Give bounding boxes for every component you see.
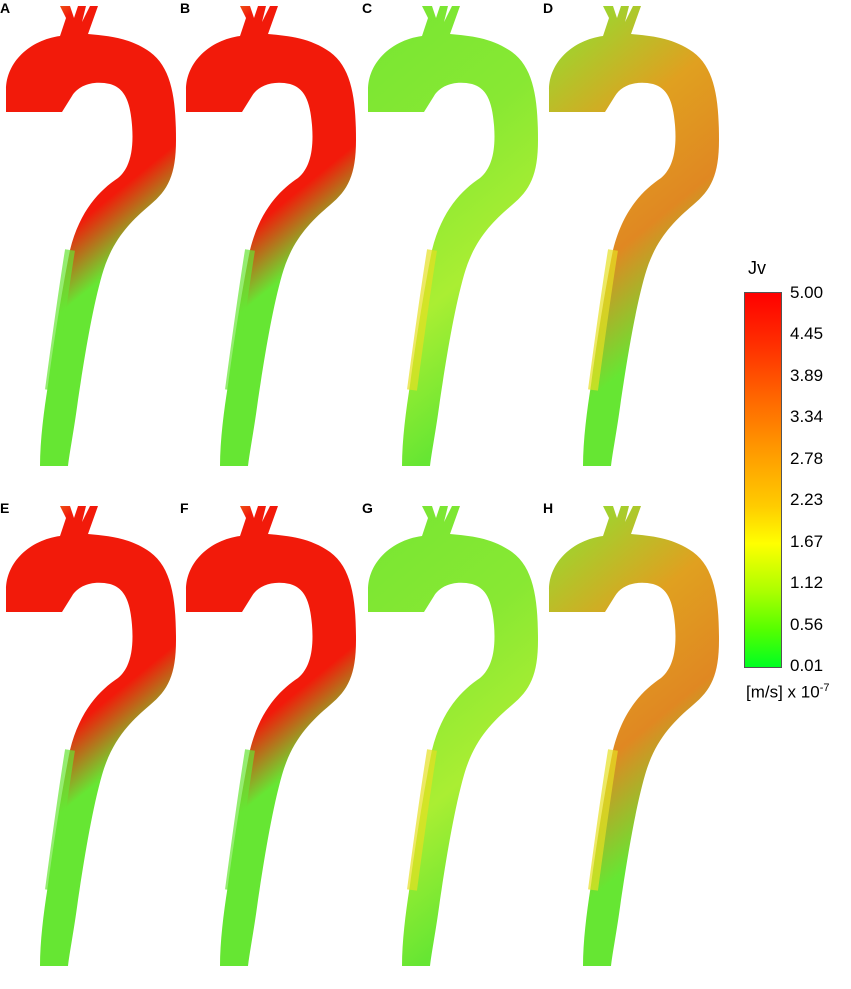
aorta-shape <box>549 506 719 966</box>
panel-a: A <box>0 0 180 480</box>
panel-label: H <box>543 500 554 516</box>
aorta-map <box>549 6 719 466</box>
colorbar-tick: 5.00 <box>790 283 824 302</box>
colorbar-tick: 4.45 <box>790 324 824 343</box>
aorta-map <box>186 6 356 466</box>
colorbar-tick: 2.23 <box>790 490 824 509</box>
panel-label: B <box>180 0 191 16</box>
aorta-shape <box>549 6 719 466</box>
colorbar-tick: 0.56 <box>790 615 824 634</box>
aorta-map <box>368 6 538 466</box>
aorta-map <box>6 506 176 966</box>
panel-h: H <box>543 500 723 980</box>
aorta-shape <box>368 506 538 966</box>
aorta-inner-region <box>225 749 255 891</box>
aorta-inner-region <box>45 749 75 891</box>
aorta-inner-region <box>588 749 618 891</box>
aorta-inner-region <box>407 749 437 891</box>
panel-label: C <box>362 0 373 16</box>
aorta-shape <box>6 506 176 966</box>
panel-label: D <box>543 0 554 16</box>
panel-label: A <box>0 0 11 16</box>
aorta-map <box>186 506 356 966</box>
colorbar-title: Jv <box>748 258 766 278</box>
aorta-map <box>368 506 538 966</box>
panel-label: G <box>362 500 373 516</box>
colorbar-tick: 3.89 <box>790 366 824 385</box>
aorta-shape <box>186 6 356 466</box>
aorta-inner-region <box>45 249 75 391</box>
panel-e: E <box>0 500 180 980</box>
panel-g: G <box>362 500 542 980</box>
panel-d: D <box>543 0 723 480</box>
colorbar-unit: [m/s] x 10-7 <box>746 682 829 703</box>
aorta-map <box>549 506 719 966</box>
panel-label: F <box>180 500 189 516</box>
colorbar-tick: 1.12 <box>790 573 824 592</box>
panel-f: F <box>180 500 360 980</box>
colorbar-legend: Jv 5.00 4.45 3.89 3.34 2.78 2.23 1.67 1.… <box>742 258 851 728</box>
aorta-shape <box>368 6 538 466</box>
colorbar-tick: 0.01 <box>790 656 824 675</box>
colorbar-unit-exponent: -7 <box>819 682 830 694</box>
colorbar-tick: 3.34 <box>790 407 824 426</box>
aorta-shape <box>186 506 356 966</box>
colorbar-tick: 2.78 <box>790 449 824 468</box>
colorbar-gradient <box>744 292 782 668</box>
aorta-inner-region <box>407 249 437 391</box>
aorta-inner-region <box>225 249 255 391</box>
aorta-inner-region <box>588 249 618 391</box>
colorbar-tick: 1.67 <box>790 532 824 551</box>
aorta-shape <box>6 6 176 466</box>
aorta-map <box>6 6 176 466</box>
panel-b: B <box>180 0 360 480</box>
panel-c: C <box>362 0 542 480</box>
colorbar-unit-text: [m/s] x 10 <box>746 682 820 702</box>
panel-label: E <box>0 500 10 516</box>
